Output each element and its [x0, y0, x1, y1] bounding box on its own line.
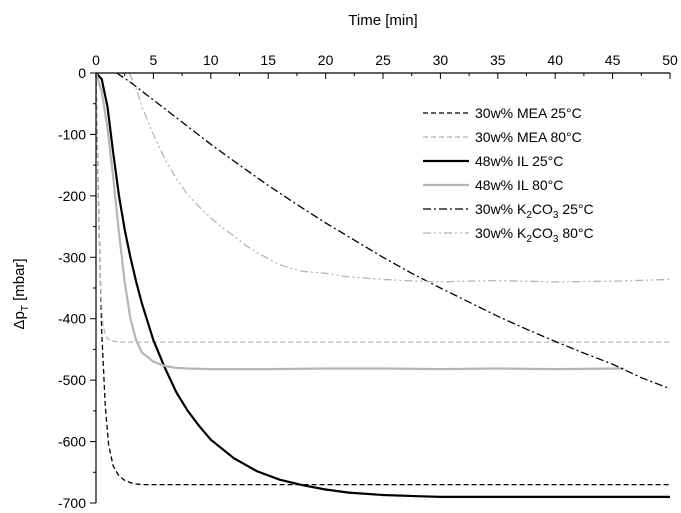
y-axis-title: ΔpT [mbar]: [11, 258, 31, 329]
legend-label: 30w% K2CO3 80°C: [475, 225, 594, 245]
x-tick-label: 45: [605, 52, 621, 68]
legend-label: 48w% IL 25°C: [475, 153, 563, 169]
legend-label: 48w% IL 80°C: [475, 177, 563, 193]
legend: 30w% MEA 25°C 30w% MEA 80°C 48w% IL 25°C 48…: [423, 105, 594, 245]
y-tick-label: -200: [58, 188, 86, 204]
legend-label: 30w% K2CO3 25°C: [475, 201, 594, 221]
x-tick-label: 15: [260, 52, 276, 68]
x-tick-label: 20: [318, 52, 334, 68]
series-line-6: [128, 72, 671, 283]
y-tick-label: -700: [58, 495, 86, 511]
series-line-2: [95, 72, 670, 343]
x-tick-label: 0: [92, 52, 100, 68]
y-axis-ticks: 0 -100 -200 -300 -400 -500 -600 -700: [58, 65, 96, 511]
y-axis-title-unit: [mbar]: [11, 258, 28, 305]
series-line-4: [94, 72, 625, 371]
x-tick-label: 5: [150, 52, 158, 68]
y-tick-label: -300: [58, 249, 86, 265]
x-tick-label: 10: [203, 52, 219, 68]
x-tick-label: 30: [433, 52, 449, 68]
y-axis-title-main: Δp: [11, 311, 28, 329]
y-tick-label: -100: [58, 126, 86, 142]
x-tick-label: 25: [375, 52, 391, 68]
y-tick-label: -500: [58, 372, 86, 388]
y-tick-label: -600: [58, 434, 86, 450]
y-tick-label: 0: [78, 65, 86, 81]
y-axis-title-subscript: T: [20, 305, 31, 311]
legend-label: 30w% MEA 25°C: [475, 105, 582, 121]
series-line-5: [116, 72, 671, 390]
x-tick-label: 40: [547, 52, 563, 68]
series-lines: [94, 72, 671, 498]
legend-label: 30w% MEA 80°C: [475, 129, 582, 145]
x-axis-ticks: 0 5 10 15 20 25 30 35 40 45 50: [92, 52, 678, 79]
x-tick-label: 50: [662, 52, 678, 68]
x-axis-title: Time [min]: [348, 12, 417, 29]
series-line-1: [95, 72, 670, 486]
y-tick-label: -400: [58, 311, 86, 327]
series-line-3: [95, 72, 670, 498]
x-tick-label: 35: [490, 52, 506, 68]
